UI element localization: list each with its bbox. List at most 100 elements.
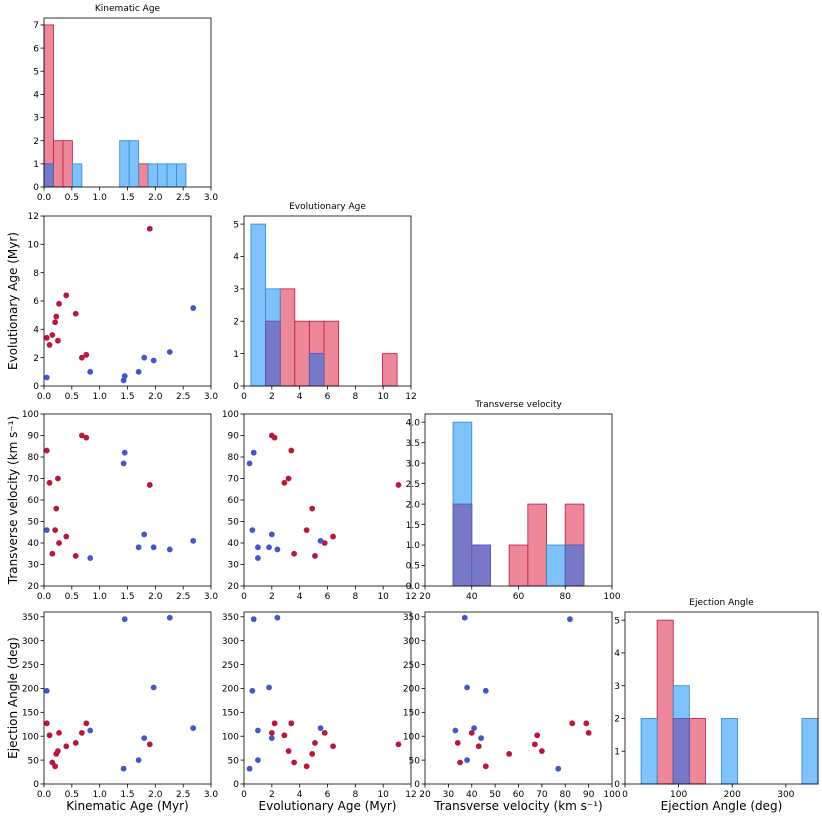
scatter-ang-vs-kin-blue-point bbox=[190, 725, 197, 731]
hist-vel-overlap-bar bbox=[452, 503, 473, 587]
scatter-vel-vs-evo bbox=[246, 432, 402, 561]
hist-ang-xtick-label: 0 bbox=[622, 790, 628, 800]
hist-evo-red-bar bbox=[382, 353, 398, 387]
scatter-ang-vs-kin-ytick-label: 350 bbox=[22, 613, 39, 623]
scatter-ang-vs-kin-xtick-label: 1.5 bbox=[120, 790, 134, 800]
scatter-vel-vs-evo-blue-point bbox=[266, 544, 272, 551]
scatter-ang-vs-kin-xtick-label: 2.5 bbox=[176, 790, 190, 800]
scatter-vel-vs-kin-blue-point bbox=[150, 544, 157, 551]
scatter-vel-vs-evo-blue-point bbox=[255, 544, 261, 551]
scatter-vel-vs-evo-blue-point bbox=[255, 555, 261, 561]
hist-evo-xtick-label: 0 bbox=[241, 392, 247, 402]
scatter-evo-vs-kin bbox=[43, 225, 197, 384]
scatter-ang-vs-vel-xtick-label: 80 bbox=[560, 790, 572, 800]
scatter-ang-vs-kin-red-point bbox=[72, 740, 79, 746]
hist-evo-red-bar bbox=[323, 320, 340, 387]
scatter-vel-vs-evo-red-point bbox=[303, 527, 310, 533]
hist-kin-red-bar bbox=[43, 24, 54, 188]
hist-kin-xtick-label: 3.0 bbox=[204, 193, 219, 203]
scatter-vel-vs-evo-xtick-label: 12 bbox=[405, 592, 416, 602]
scatter-vel-vs-kin-blue-point bbox=[141, 531, 148, 538]
scatter-ang-vs-evo-blue-point bbox=[250, 616, 257, 623]
scatter-ang-vs-evo-red-point bbox=[291, 759, 297, 766]
scatter-ang-vs-kin-red-point bbox=[56, 729, 62, 736]
hist-vel bbox=[452, 421, 585, 587]
scatter-ang-vs-kin-blue-point bbox=[135, 757, 142, 764]
scatter-vel-vs-evo-ytick-label: 70 bbox=[228, 475, 240, 485]
scatter-evo-vs-kin-ytick-label: 8 bbox=[33, 269, 39, 279]
scatter-ang-vs-evo-xtick-label: 4 bbox=[297, 790, 303, 800]
hist-vel-ytick-label: 4.0 bbox=[406, 418, 421, 428]
hist-vel-ytick-label: 3.0 bbox=[406, 459, 421, 469]
scatter-evo-vs-kin-xtick-label: 0.5 bbox=[65, 392, 79, 402]
scatter-evo-vs-kin-xtick-label: 0.0 bbox=[37, 392, 52, 402]
hist-kin-ytick-label: 1 bbox=[33, 160, 39, 170]
scatter-ang-vs-evo-ytick-label: 100 bbox=[222, 732, 239, 742]
xlabel-evo: Evolutionary Age (Myr) bbox=[259, 799, 397, 813]
hist-evo-red-bar bbox=[279, 288, 296, 387]
scatter-vel-vs-kin-red-point bbox=[49, 550, 56, 557]
scatter-evo-vs-kin-red-point bbox=[83, 351, 90, 358]
scatter-ang-vs-vel-blue-point bbox=[555, 765, 562, 772]
scatter-ang-vs-evo-red-point bbox=[395, 741, 402, 748]
scatter-ang-vs-evo-blue-point bbox=[274, 614, 281, 621]
hist-vel-ytick-label: 2.5 bbox=[406, 480, 420, 490]
scatter-vel-vs-kin-red-point bbox=[78, 432, 85, 439]
scatter-vel-vs-evo-ytick-label: 30 bbox=[228, 561, 240, 571]
hist-evo-xtick-label: 6 bbox=[325, 392, 331, 402]
scatter-ang-vs-evo-red-point bbox=[321, 729, 328, 736]
scatter-ang-vs-evo-ytick-label: 50 bbox=[228, 756, 240, 766]
scatter-vel-vs-evo-blue-point bbox=[246, 460, 253, 467]
scatter-ang-vs-evo bbox=[246, 614, 402, 772]
hist-ang-ytick-label: 2 bbox=[614, 715, 620, 725]
hist-kin-blue-bar bbox=[119, 140, 130, 188]
scatter-vel-vs-evo-xtick-label: 4 bbox=[297, 592, 303, 602]
scatter-evo-vs-kin-blue-point bbox=[190, 305, 197, 311]
scatter-vel-vs-kin-ytick-label: 90 bbox=[28, 432, 40, 442]
hist-vel-ytick-label: 0.5 bbox=[406, 562, 420, 572]
scatter-vel-vs-kin-blue-point bbox=[87, 555, 94, 561]
scatter-ang-vs-vel-ytick-label: 300 bbox=[403, 637, 420, 647]
scatter-ang-vs-vel-blue-point bbox=[461, 614, 468, 621]
scatter-vel-vs-kin-ytick-label: 20 bbox=[28, 582, 40, 592]
scatter-vel-vs-evo-red-point bbox=[312, 553, 318, 559]
scatter-ang-vs-vel-xtick-label: 30 bbox=[443, 790, 455, 800]
scatter-ang-vs-vel-red-point bbox=[482, 763, 489, 770]
scatter-ang-vs-evo-xtick-label: 0 bbox=[241, 790, 247, 800]
scatter-vel-vs-kin-xtick-label: 3.0 bbox=[204, 592, 219, 602]
hist-evo-ytick-label: 5 bbox=[233, 220, 239, 230]
hist-evo-red-bar bbox=[294, 320, 310, 387]
scatter-evo-vs-kin-red-point bbox=[52, 319, 59, 326]
hist-kin-ytick-label: 0 bbox=[33, 183, 39, 193]
hist-vel-xtick-label: 20 bbox=[419, 592, 431, 602]
scatter-vel-vs-kin-frame bbox=[43, 413, 212, 587]
scatter-evo-vs-kin-xtick-label: 3.0 bbox=[204, 392, 219, 402]
scatter-ang-vs-kin-ytick-label: 50 bbox=[28, 756, 40, 766]
hist-vel-ytick-label: 1.0 bbox=[406, 541, 421, 551]
scatter-ang-vs-vel-blue-point bbox=[482, 687, 489, 694]
scatter-ang-vs-evo-ytick-label: 0 bbox=[233, 780, 239, 790]
scatter-vel-vs-kin-red-point bbox=[53, 505, 60, 512]
scatter-vel-vs-kin-ytick-label: 60 bbox=[28, 496, 40, 506]
scatter-vel-vs-kin-red-point bbox=[72, 553, 79, 559]
hist-vel-xtick-label: 60 bbox=[513, 592, 525, 602]
scatter-ang-vs-kin-ytick-label: 300 bbox=[22, 637, 39, 647]
scatter-ang-vs-evo-red-point bbox=[330, 743, 336, 750]
hist-ang-overlap-bar bbox=[672, 718, 690, 785]
hist-evo-ytick-label: 3 bbox=[233, 285, 239, 295]
hist-ang-red-bar bbox=[656, 619, 674, 785]
scatter-ang-vs-vel-red-point bbox=[506, 751, 513, 757]
hist-evo-blue-bar bbox=[250, 223, 267, 387]
scatter-vel-vs-kin-blue-point bbox=[43, 527, 50, 533]
scatter-vel-vs-kin-ytick-label: 100 bbox=[22, 410, 39, 420]
scatter-evo-vs-kin-red-point bbox=[43, 334, 50, 341]
scatter-evo-vs-kin-blue-point bbox=[43, 374, 50, 381]
scatter-ang-vs-vel-ytick-label: 0 bbox=[414, 780, 420, 790]
scatter-ang-vs-evo-red-point bbox=[271, 720, 278, 727]
hist-evo-xtick-label: 2 bbox=[269, 392, 275, 402]
hist-kin-xtick-label: 0.5 bbox=[65, 193, 79, 203]
hist-ang-xtick-label: 200 bbox=[724, 790, 741, 800]
scatter-vel-vs-kin-red-point bbox=[46, 479, 53, 486]
hist-kin-blue-bar bbox=[166, 163, 177, 188]
